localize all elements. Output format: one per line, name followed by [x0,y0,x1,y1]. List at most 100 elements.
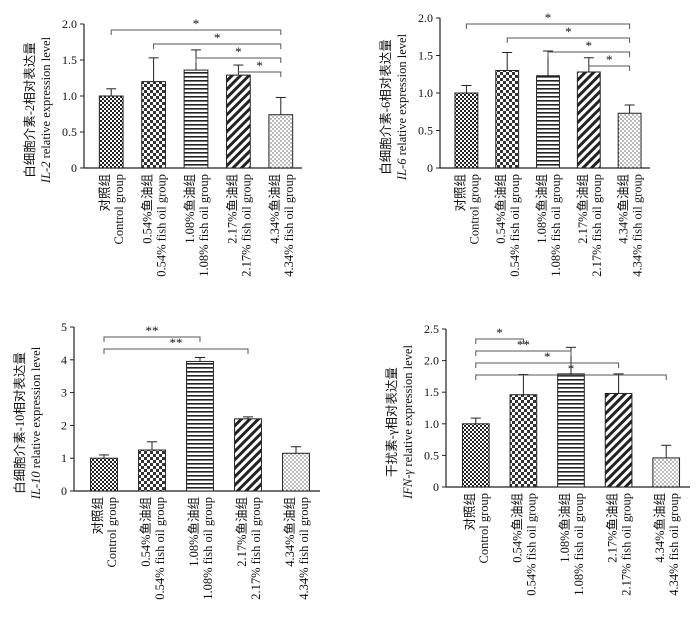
y-tick-label: 0.5 [62,125,77,139]
y-tick-label: 1.0 [418,86,433,100]
significance-star: * [496,325,503,340]
y-tick-label: 2.5 [424,322,439,336]
il6-chart-panel: 0 0.5 1.0 1.5 2.0 白细胞介素-6相对表达量 IL-6 relative e… [350,0,700,319]
x-tick-label-en: 2.17% fish oil group [590,174,604,277]
y-tick-label: 1.0 [424,417,439,431]
x-tick-label-en: Control group [467,174,481,244]
bar-0 [98,95,124,169]
significance-star: * [568,361,575,376]
y-axis-title-cn: 白细胞介素-2相对表达量 [22,42,37,177]
bar-4 [652,457,681,488]
x-tick-label-cn: 2.17%鱼油组 [606,493,620,563]
x-tick-label-en: 4.34% fish oil group [631,174,645,277]
significance-bracket [506,37,631,43]
x-tick-label-cn: 2.17%鱼油组 [235,497,249,567]
x-tick-label-cn: 4.34%鱼油组 [617,174,631,244]
il10-chart-panel: 0 1 2 3 4 5 白细胞介素-10相对表达量 IL-10 relative expres… [0,319,350,638]
y-tick-label: 1 [61,451,67,465]
y-tick-label: 2.0 [424,354,439,368]
y-axis-gene-name: IL-2 [39,162,53,185]
x-tick-label-cn: 2.17%鱼油组 [576,174,590,244]
bar-3 [604,392,633,488]
y-tick-label: 2.0 [418,11,433,25]
bar-0 [454,92,479,169]
x-tick-label-cn: 4.34%鱼油组 [268,174,282,244]
bar-0 [461,423,490,488]
x-tick-label-cn: 对照组 [91,497,105,535]
significance-star: ** [146,323,159,338]
x-tick-label-cn: 1.08%鱼油组 [187,497,201,567]
y-tick-label: 0 [71,161,77,175]
significance-bracket [588,65,631,71]
y-axis-title-cn: 白细胞介素-10相对表达量 [12,352,27,494]
y-axis-title-cn: 白细胞介素-6相对表达量 [378,39,393,174]
y-axis-title-en: IFN-γ relative expression level [401,345,415,500]
x-tick-label-cn: 1.08%鱼油组 [535,174,549,244]
significance-bracket [475,338,524,344]
significance-star: * [545,10,552,25]
significance-star: * [565,24,572,39]
significance-bracket [547,51,631,57]
x-tick-label-en: Control group [105,497,119,567]
y-tick-label: 0.5 [424,448,439,462]
y-tick-label: 2 [61,418,67,432]
y-tick-label: 1.5 [62,53,77,67]
y-tick-label: 2.0 [62,17,77,31]
significance-bracket [475,350,572,356]
x-tick-label-en: 0.54% fish oil group [524,493,538,596]
x-tick-label-en: 2.17% fish oil group [620,493,634,596]
y-axis-title-unit: relative expression level [39,36,53,161]
bar-4 [268,114,294,169]
x-tick-label-en: 1.08% fish oil group [197,174,211,277]
y-tick-label: 1.0 [62,89,77,103]
y-tick-label: 0.5 [418,124,433,138]
significance-bracket [475,362,620,368]
x-tick-label-cn: 0.54%鱼油组 [510,493,524,563]
x-tick-label-cn: 0.54%鱼油组 [141,174,155,244]
y-axis-title-unit: relative expression level [395,33,409,158]
x-tick-label-en: 4.34% fish oil group [667,493,681,596]
x-tick-label-en: 4.34% fish oil group [282,174,296,277]
significance-star: * [544,349,551,364]
x-tick-label-en: 0.54% fish oil group [155,174,169,277]
significance-star: * [586,38,593,53]
x-tick-label-cn: 4.34%鱼油组 [653,493,667,563]
x-tick-label-en: 2.17% fish oil group [239,174,253,277]
bar-1 [138,449,166,492]
x-tick-label-cn: 1.08%鱼油组 [183,174,197,244]
x-tick-label-cn: 4.34%鱼油组 [283,497,297,567]
y-tick-label: 1.5 [418,49,433,63]
x-tick-label-cn: 0.54%鱼油组 [494,174,508,244]
bar-1 [509,394,538,488]
significance-star: * [256,58,263,73]
y-axis-title-en: IL-6 relative expression level [395,33,409,181]
bar-3 [234,418,262,492]
significance-bracket [195,57,282,63]
x-tick-label-en: 0.54% fish oil group [153,497,167,600]
x-tick-label-en: 2.17% fish oil group [249,497,263,600]
x-tick-label-cn: 对照组 [453,174,467,212]
y-axis-title-en: IL-2 relative expression level [39,36,53,184]
y-tick-label: 3 [61,386,67,400]
significance-bracket [110,29,282,35]
x-tick-label-cn: 对照组 [98,174,112,212]
y-axis-gene-name: IL-6 [395,158,409,181]
bar-3 [576,71,601,169]
significance-star: * [606,52,613,67]
significance-star: * [214,30,221,45]
bar-1 [141,81,166,169]
bar-3 [226,74,251,169]
significance-bracket [237,71,282,77]
y-tick-label: 0 [433,480,439,494]
y-axis-gene-name: IL-10 [29,471,43,501]
bar-2 [186,360,214,492]
bar-1 [495,70,520,169]
bar-4 [282,452,310,492]
il2-bar-chart: 0 0.5 1.0 1.5 2.0 白细胞介素-2相对表达量 IL-2 relative e… [22,16,302,277]
y-axis-title-en: IL-10 relative expression level [29,346,43,500]
significance-bracket [153,43,282,49]
bar-2 [557,373,585,488]
x-tick-label-en: 1.08% fish oil group [201,497,215,600]
y-tick-label: 1.5 [424,385,439,399]
